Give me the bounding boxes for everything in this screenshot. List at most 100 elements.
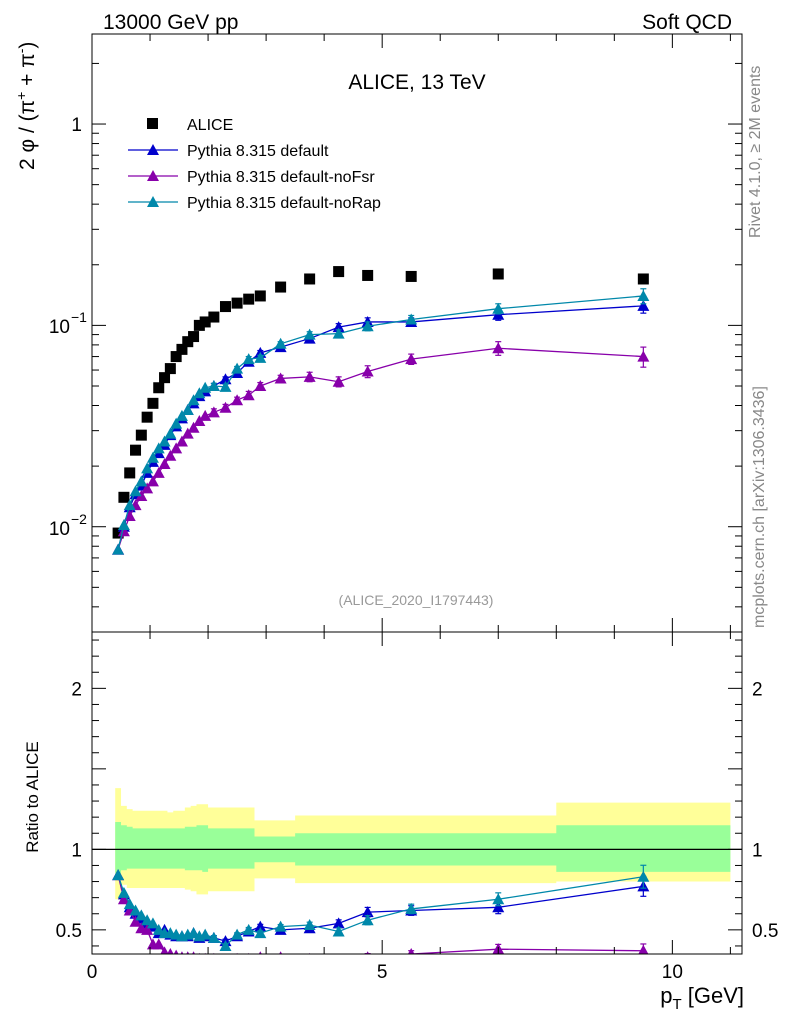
data-point-alice — [170, 351, 182, 363]
ratio-point-1 — [361, 906, 374, 918]
main-series-line — [117, 305, 644, 550]
ratio-point-2 — [152, 938, 165, 950]
ratio-point-2 — [333, 956, 345, 967]
data-point-2 — [175, 435, 188, 447]
ratio-y-tick-labels: 0.5 0.5 1 1 2 2 — [56, 679, 779, 942]
x-tick-label: 5 — [377, 962, 388, 983]
data-point-alice — [254, 290, 266, 302]
data-point-2 — [187, 421, 200, 433]
mcplots-reference-label: mcplots.cern.ch [arXiv:1306.3436] — [751, 386, 768, 628]
data-point-2 — [170, 442, 183, 454]
ratio-frame — [91, 631, 743, 955]
data-point-2 — [152, 466, 165, 478]
ratio-point-3 — [405, 902, 418, 914]
ratio-point-3 — [242, 923, 255, 935]
main-series-2 — [112, 341, 650, 555]
ratio-point-1 — [254, 920, 267, 932]
legend-label-nofsr: Pythia 8.315 default-noFsr — [187, 169, 375, 186]
ratio-point-2 — [192, 951, 196, 954]
ratio-point-2 — [258, 951, 262, 954]
ratio-point-3 — [199, 928, 212, 940]
y-tick-label-0.1: 10 — [49, 317, 70, 338]
legend-entry-alice: ALICE — [147, 117, 233, 134]
data-point-3 — [123, 499, 136, 511]
ratio-point-3 — [303, 919, 316, 931]
ratio-panel: 0.5 0.5 1 1 2 2 0 5 10 — [56, 631, 779, 983]
data-point-2 — [231, 394, 244, 406]
data-point-2 — [219, 401, 232, 413]
ratio-series-3 — [112, 864, 650, 951]
data-point-2 — [637, 350, 650, 362]
data-point-3 — [129, 485, 142, 497]
data-point-3 — [141, 462, 154, 474]
main-series-0 — [112, 266, 649, 539]
ratio-uncertainty-bands — [115, 788, 731, 900]
data-point-2 — [207, 406, 220, 418]
data-point-alice — [275, 281, 287, 293]
data-point-3 — [135, 475, 148, 487]
data-point-3 — [117, 518, 130, 530]
ratio-axis-ticks — [91, 632, 742, 954]
data-point-3 — [492, 302, 505, 314]
ratio-point-1 — [332, 917, 345, 929]
data-point-alice — [135, 429, 147, 441]
ratio-point-3 — [207, 931, 220, 943]
data-point-2 — [158, 457, 171, 469]
data-point-2 — [193, 415, 206, 427]
data-point-3 — [207, 379, 220, 391]
data-point-3 — [175, 409, 188, 421]
data-point-3 — [274, 337, 287, 349]
data-point-3 — [112, 543, 125, 555]
ratio-point-3 — [123, 898, 136, 910]
data-point-2 — [181, 427, 194, 439]
y-tick-label-0.01-exponent: −2 — [71, 511, 87, 527]
ratio-y-tick-label-right: 0.5 — [752, 921, 778, 942]
data-point-2 — [492, 342, 505, 354]
main-series-layer — [112, 266, 650, 555]
data-point-alice — [182, 336, 194, 348]
data-point-3 — [303, 328, 316, 340]
main-series-3 — [112, 288, 650, 555]
data-point-2 — [199, 409, 212, 421]
ratio-point-3 — [187, 927, 200, 939]
ratio-point-3 — [135, 909, 148, 921]
y-tick-label-0.1-exponent: −1 — [71, 309, 87, 325]
legend-marker-default — [147, 144, 159, 155]
ratio-series-layer — [112, 864, 650, 967]
ratio-point-2 — [173, 949, 179, 954]
ratio-point-2 — [160, 946, 169, 954]
data-point-alice — [147, 397, 159, 409]
data-point-2 — [274, 372, 287, 384]
ratio-point-3 — [637, 870, 650, 882]
data-point-3 — [254, 351, 267, 363]
ratio-point-2 — [279, 951, 283, 954]
ratio-point-2 — [407, 948, 415, 954]
data-point-alice — [405, 270, 417, 282]
ratio-point-2 — [186, 951, 190, 954]
x-axis-label: pT [GeV] — [660, 983, 744, 1013]
data-point-alice — [231, 297, 243, 309]
ratio-point-3 — [254, 927, 267, 939]
data-point-alice — [164, 363, 176, 375]
x-tick-label: 0 — [87, 962, 98, 983]
data-point-3 — [170, 417, 183, 429]
data-point-alice — [219, 301, 231, 313]
main-panel: ALICE, 13 TeV (ALICE_2020_I1797443) 1 10… — [49, 33, 743, 633]
data-point-3 — [405, 313, 418, 325]
ratio-point-2 — [167, 948, 174, 954]
header-right-label: Soft QCD — [642, 11, 732, 34]
ratio-point-3 — [129, 904, 142, 916]
main-y-axis-label: 2 φ / (π+ + π-) — [13, 42, 39, 170]
data-point-alice — [193, 319, 205, 331]
data-point-3 — [637, 289, 650, 301]
data-point-alice — [333, 266, 345, 278]
data-point-3 — [231, 362, 244, 374]
ratio-point-3 — [231, 928, 244, 940]
legend-label-default: Pythia 8.315 default — [187, 143, 329, 160]
ratio-y-tick-label: 2 — [71, 679, 82, 700]
data-point-alice — [159, 372, 171, 384]
data-point-alice — [176, 343, 188, 355]
ratio-point-3 — [274, 920, 287, 932]
data-point-1 — [637, 299, 650, 311]
ratio-point-3 — [146, 917, 159, 929]
